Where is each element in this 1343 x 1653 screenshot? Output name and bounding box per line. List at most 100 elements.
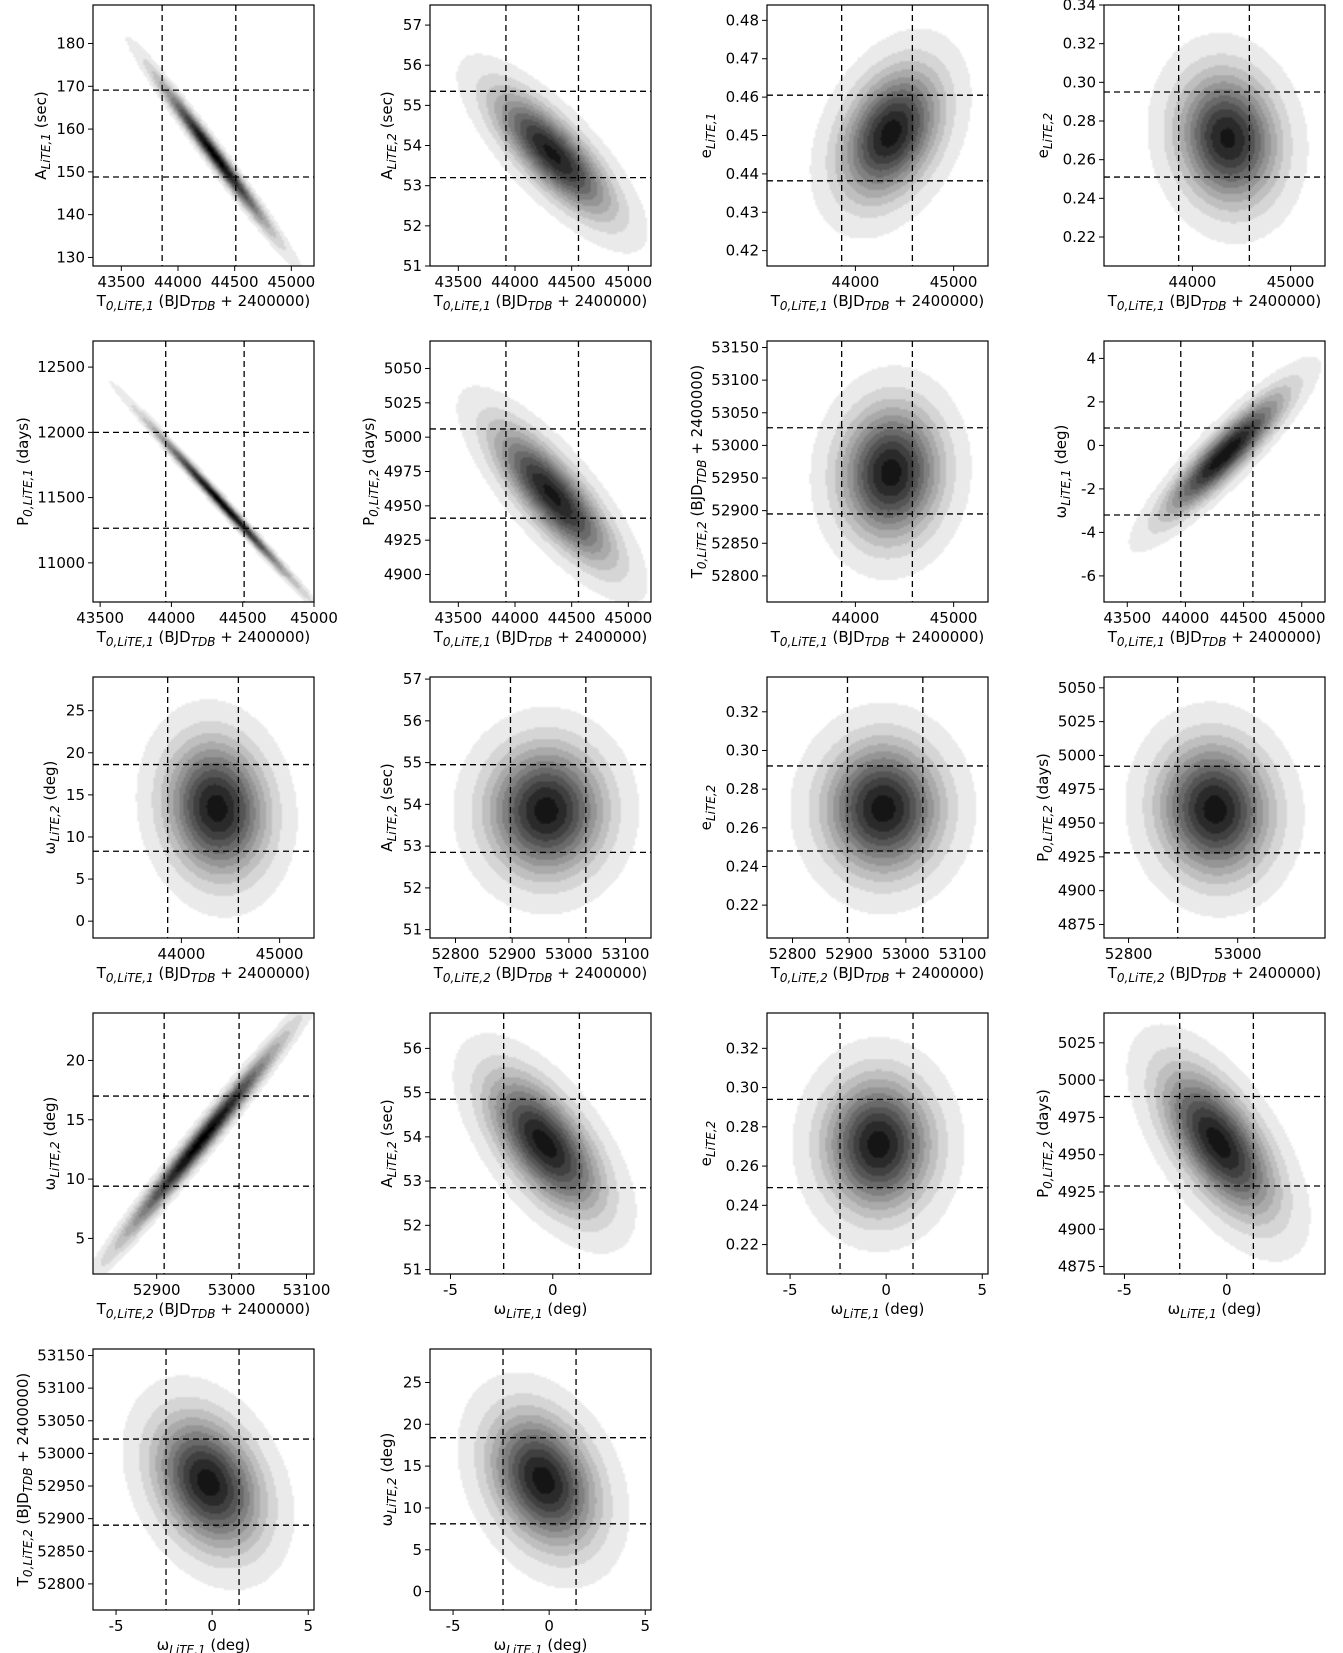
y-tick-label: 5 — [75, 870, 85, 888]
corner-panel: 52800 53000 4875 4900 4925 4950 4975 5000 5025 50… — [1034, 676, 1326, 985]
y-tick-label: 4900 — [384, 566, 422, 584]
y-tick-label: 53050 — [37, 1412, 85, 1430]
y-tick-label: 10 — [66, 1170, 85, 1188]
x-axis-label: T0,LiTE,1 (BJDTDB + 2400000) — [96, 292, 310, 313]
x-tick-label: 52900 — [825, 945, 873, 963]
x-tick-label: 43500 — [1103, 609, 1151, 627]
y-tick-label: -4 — [1081, 523, 1096, 541]
x-tick-label: 44000 — [491, 609, 539, 627]
y-axis-label: ALiTE,2 (sec) — [378, 1099, 399, 1187]
y-axis-label: eLiTE,1 — [697, 113, 718, 159]
panel-frame — [429, 1012, 652, 1275]
y-tick-label: 0.46 — [726, 88, 759, 106]
y-tick-label: 0.26 — [1063, 151, 1096, 169]
y-tick-label: 20 — [66, 744, 85, 762]
y-tick-label: 4875 — [1058, 1258, 1096, 1276]
y-tick-label: 54 — [403, 795, 422, 813]
density-heatmap — [93, 341, 314, 602]
corner-panel: -5 0 4875 4900 4925 4950 4975 5000 5025 ωLiTE,1 (… — [1034, 1012, 1326, 1321]
x-tick-label: 0 — [881, 1281, 891, 1299]
x-tick-label: 45000 — [930, 273, 978, 291]
y-tick-label: 52900 — [37, 1510, 85, 1528]
x-axis-label: T0,LiTE,2 (BJDTDB + 2400000) — [770, 964, 984, 985]
x-tick-label: 45000 — [604, 609, 652, 627]
density-heatmap — [430, 677, 651, 938]
x-axis-label: T0,LiTE,2 (BJDTDB + 2400000) — [1107, 964, 1321, 985]
y-tick-label: 10 — [403, 1499, 422, 1517]
y-axis-label: ωLiTE,2 (deg) — [41, 1097, 62, 1191]
y-tick-label: 0.28 — [1063, 112, 1096, 130]
y-tick-label: 0.26 — [726, 819, 759, 837]
y-tick-label: 4925 — [1058, 848, 1096, 866]
y-tick-label: 4975 — [1058, 1108, 1096, 1126]
panel-frame — [92, 676, 315, 939]
x-tick-label: 5 — [640, 1617, 650, 1635]
corner-panel: -5 0 5 0 5 10 15 20 25 ωLiTE,1 (deg) ωLiTE,2 (deg) — [378, 1348, 652, 1653]
y-tick-label: 4900 — [1058, 1220, 1096, 1238]
y-axis-label: ALiTE,2 (sec) — [378, 91, 399, 179]
y-tick-label: 5025 — [1058, 713, 1096, 731]
y-tick-label: 0.32 — [726, 1039, 759, 1057]
y-tick-label: 51 — [403, 921, 422, 939]
x-tick-label: 0 — [548, 1281, 558, 1299]
y-tick-label: 57 — [403, 670, 422, 688]
y-tick-label: 5025 — [1058, 1034, 1096, 1052]
y-tick-label: 56 — [403, 56, 422, 74]
x-axis-label: ωLiTE,1 (deg) — [831, 1300, 925, 1321]
y-tick-label: 52850 — [37, 1542, 85, 1560]
panel-frame — [1103, 676, 1326, 939]
y-tick-label: 0.24 — [726, 857, 759, 875]
y-tick-label: 0.32 — [1063, 35, 1096, 53]
x-axis-label: T0,LiTE,1 (BJDTDB + 2400000) — [770, 292, 984, 313]
panel-frame — [92, 340, 315, 603]
density-heatmap — [430, 341, 651, 602]
y-tick-label: 5025 — [384, 394, 422, 412]
x-tick-label: 44000 — [1162, 609, 1210, 627]
y-tick-label: 4925 — [384, 531, 422, 549]
x-tick-label: 52800 — [1105, 945, 1153, 963]
corner-panel: 44000 45000 0.42 0.43 0.44 0.45 0.46 0.47 0.48 T0… — [697, 4, 989, 313]
x-tick-label: -5 — [1117, 1281, 1132, 1299]
x-tick-label: 44000 — [832, 609, 880, 627]
x-tick-label: 44000 — [154, 273, 202, 291]
y-axis-label: ωLiTE,1 (deg) — [1052, 425, 1073, 519]
corner-panel: 43500 44000 44500 45000 -6 -4 -2 0 2 4 T0,LiTE,1 (… — [1052, 340, 1326, 649]
y-axis-label: T0,LiTE,2 (BJDTDB + 2400000) — [688, 365, 709, 579]
panel-frame — [92, 1012, 315, 1275]
x-tick-label: 53000 — [545, 945, 593, 963]
panel-frame — [766, 340, 989, 603]
y-tick-label: 51 — [403, 257, 422, 275]
density-heatmap — [1104, 341, 1325, 602]
y-tick-label: 5 — [412, 1541, 422, 1559]
y-tick-label: 56 — [403, 712, 422, 730]
x-tick-label: 45000 — [604, 273, 652, 291]
y-tick-label: 53000 — [37, 1444, 85, 1462]
y-tick-label: 53150 — [711, 339, 759, 357]
x-tick-label: 53100 — [939, 945, 987, 963]
x-tick-label: 44500 — [548, 273, 596, 291]
y-tick-label: 0.22 — [1063, 228, 1096, 246]
panel-frame — [92, 4, 315, 267]
y-tick-label: 170 — [56, 77, 85, 95]
x-tick-label: 45000 — [1267, 273, 1315, 291]
y-tick-label: 53000 — [711, 436, 759, 454]
corner-panel: 52900 53000 53100 5 10 15 20 T0,LiTE,2 (BJDTDB … — [41, 1012, 330, 1321]
y-axis-label: eLiTE,2 — [1034, 113, 1055, 159]
y-tick-label: 160 — [56, 120, 85, 138]
y-tick-label: 5050 — [1058, 679, 1096, 697]
corner-panel: 43500 44000 44500 45000 4900 4925 4950 4975 5000… — [360, 340, 652, 649]
density-heatmap — [1104, 5, 1325, 266]
y-tick-label: 0.43 — [726, 203, 759, 221]
y-tick-label: 52900 — [711, 502, 759, 520]
y-tick-label: 0 — [412, 1583, 422, 1601]
y-axis-label: ωLiTE,2 (deg) — [41, 761, 62, 855]
x-axis-label: T0,LiTE,1 (BJDTDB + 2400000) — [1107, 292, 1321, 313]
y-tick-label: 0.47 — [726, 50, 759, 68]
y-tick-label: 4950 — [1058, 814, 1096, 832]
x-tick-label: 53100 — [602, 945, 650, 963]
corner-panel: -5 0 5 52800 52850 52900 52950 53000 53050 53100 5… — [14, 1347, 315, 1653]
y-tick-label: 4950 — [1058, 1146, 1096, 1164]
y-axis-label: T0,LiTE,2 (BJDTDB + 2400000) — [14, 1373, 35, 1587]
x-tick-label: 45000 — [290, 609, 338, 627]
x-tick-label: 5 — [977, 1281, 987, 1299]
